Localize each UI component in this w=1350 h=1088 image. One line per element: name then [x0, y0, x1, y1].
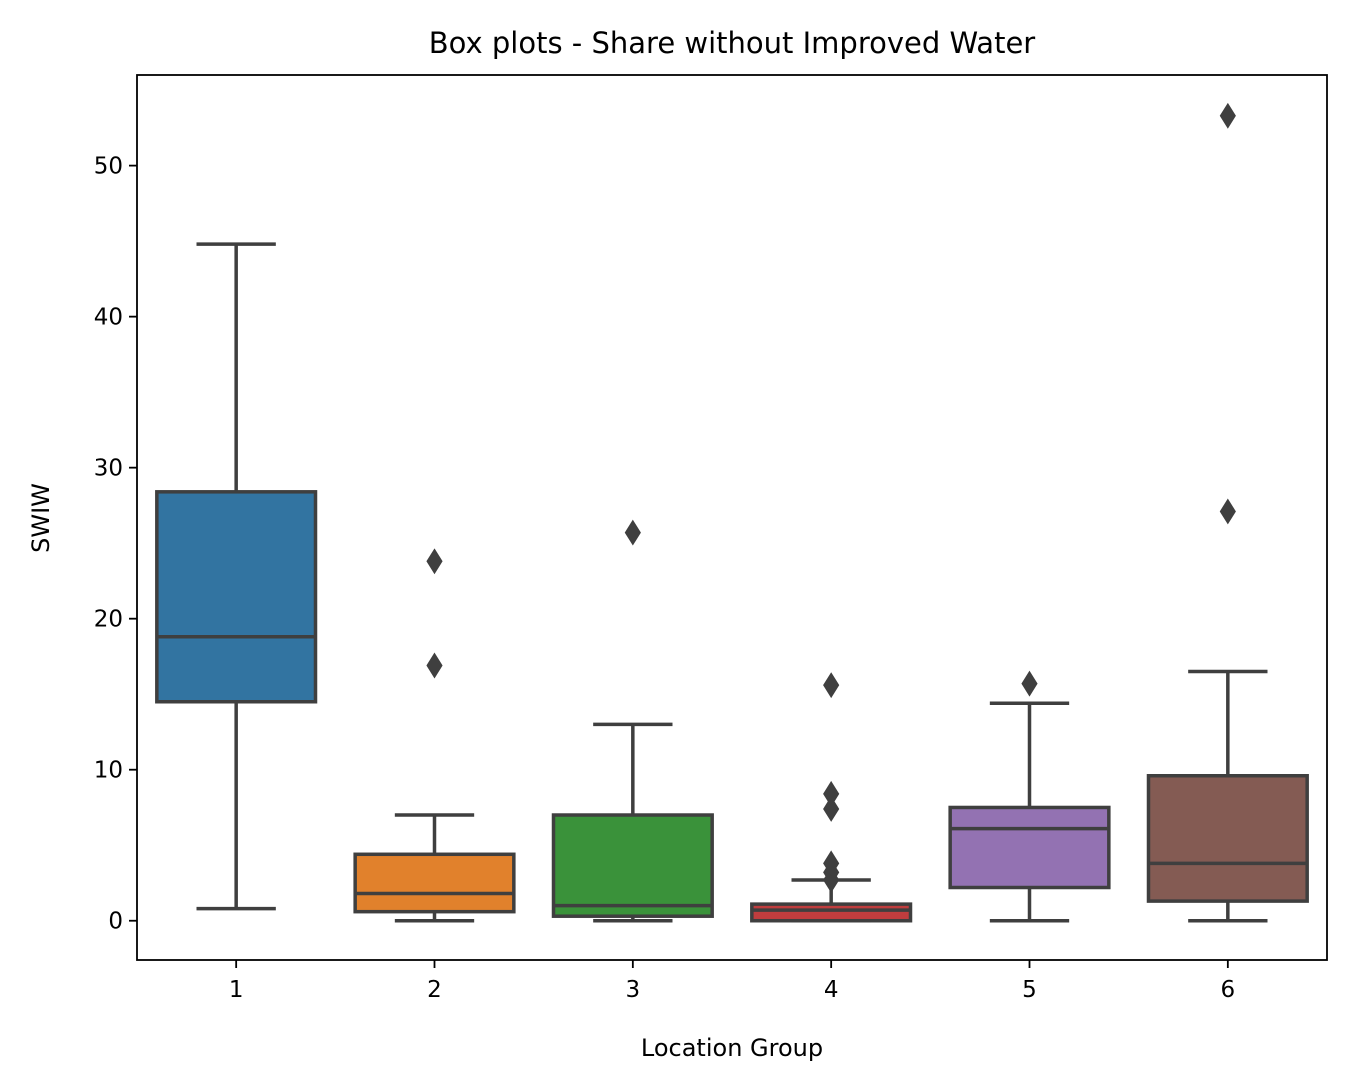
box-group-4 [750, 672, 913, 923]
x-tick-label: 4 [824, 977, 839, 1003]
box-group-3 [551, 519, 714, 923]
iqr-box [155, 490, 318, 704]
y-tick-label: 30 [94, 456, 123, 482]
outlier-point [1021, 670, 1038, 697]
outlier-point [823, 780, 840, 807]
plot-frame [136, 74, 1328, 961]
box-group-1 [155, 242, 318, 911]
box-group-6 [1146, 102, 1309, 923]
outlier-point [426, 548, 443, 575]
outlier-point [624, 519, 641, 546]
y-tick-label: 10 [94, 758, 123, 784]
iqr-box [353, 852, 516, 914]
x-tick-label: 5 [1022, 977, 1037, 1003]
x-axis-label: Location Group [641, 1034, 823, 1062]
iqr-box [1146, 774, 1309, 903]
plot-area [155, 102, 1309, 923]
outlier-point [823, 672, 840, 699]
outlier-point [823, 796, 840, 822]
x-axis: 1 2 3 4 5 6 [229, 960, 1235, 1003]
x-tick-label: 3 [626, 977, 641, 1003]
y-axis-label: SWIW [27, 483, 55, 553]
y-tick-label: 50 [94, 154, 123, 180]
iqr-box [551, 813, 714, 918]
box-group-5 [948, 670, 1111, 923]
iqr-box [948, 805, 1111, 890]
x-tick-label: 1 [229, 977, 244, 1003]
y-axis: 0 10 20 30 40 50 [94, 154, 137, 935]
outlier-point [823, 850, 840, 877]
outlier-point [1219, 102, 1236, 129]
y-tick-label: 40 [94, 305, 123, 331]
outlier-point [426, 652, 443, 679]
x-tick-label: 2 [427, 977, 442, 1003]
x-tick-label: 6 [1221, 977, 1236, 1003]
outlier-point [1219, 498, 1236, 525]
iqr-box [750, 902, 913, 923]
box-group-2 [353, 548, 516, 923]
y-tick-label: 20 [94, 607, 123, 633]
chart-title: Box plots - Share without Improved Water [429, 26, 1036, 60]
y-tick-label: 0 [108, 909, 123, 935]
